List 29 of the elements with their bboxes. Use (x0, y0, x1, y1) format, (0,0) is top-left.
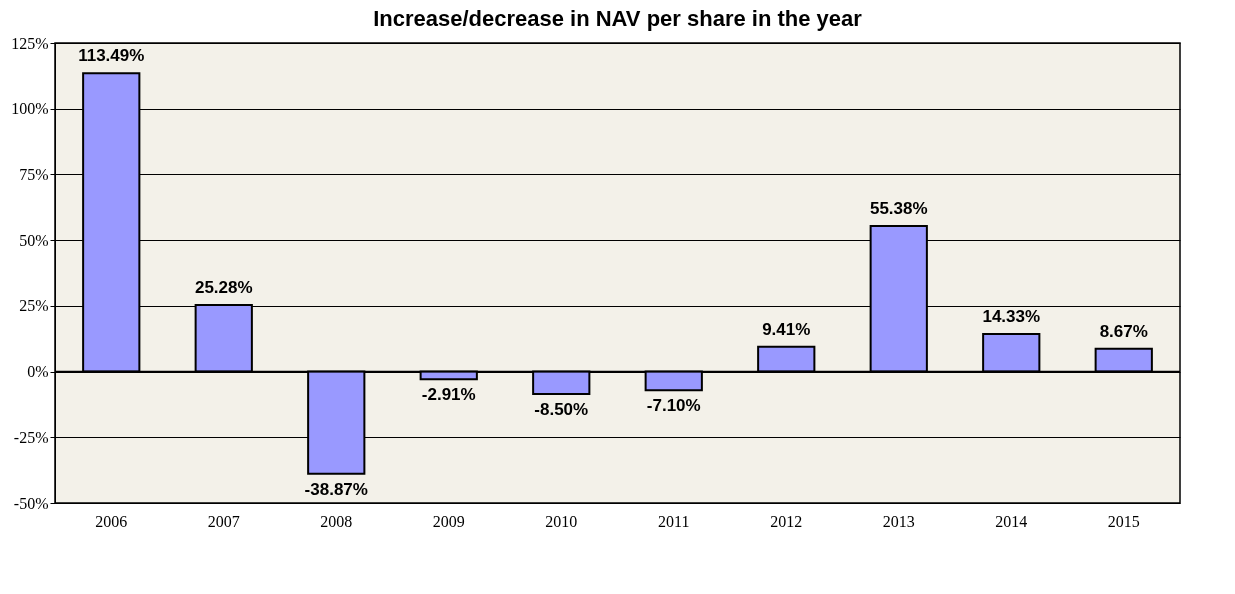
x-tick-label: 2011 (658, 512, 690, 530)
y-tick-label: 125% (11, 34, 49, 52)
chart-title: Increase/decrease in NAV per share in the year (373, 6, 863, 31)
y-tick-label: 100% (11, 100, 49, 118)
data-label: 25.28% (194, 278, 253, 298)
x-tick-label: 2008 (320, 512, 353, 530)
data-label: -38.87% (304, 479, 368, 499)
data-label: 113.49% (78, 46, 145, 66)
y-tick-label: -50% (13, 494, 49, 512)
data-label: 8.67% (1099, 321, 1148, 341)
x-tick-label: 2014 (995, 512, 1028, 530)
data-label: 14.33% (982, 306, 1041, 326)
y-tick-label: 50% (19, 231, 49, 249)
data-label: -8.50% (534, 399, 589, 419)
data-label: 55.38% (869, 199, 928, 218)
x-tick-label: 2012 (770, 512, 803, 530)
y-tick-label: 0% (27, 363, 49, 381)
x-tick-label: 2015 (1107, 512, 1140, 530)
data-label: 9.41% (762, 319, 811, 339)
x-tick-label: 2009 (432, 512, 465, 530)
data-label: -2.91% (421, 385, 476, 405)
y-tick-label: -25% (13, 428, 49, 446)
x-tick-label: 2010 (545, 512, 578, 530)
y-tick-label: 75% (19, 165, 49, 183)
x-tick-label: 2007 (207, 512, 240, 530)
x-tick-label: 2006 (95, 512, 128, 530)
data-label: -7.10% (646, 396, 701, 416)
x-tick-label: 2013 (882, 512, 915, 530)
y-tick-label: 25% (19, 297, 49, 315)
